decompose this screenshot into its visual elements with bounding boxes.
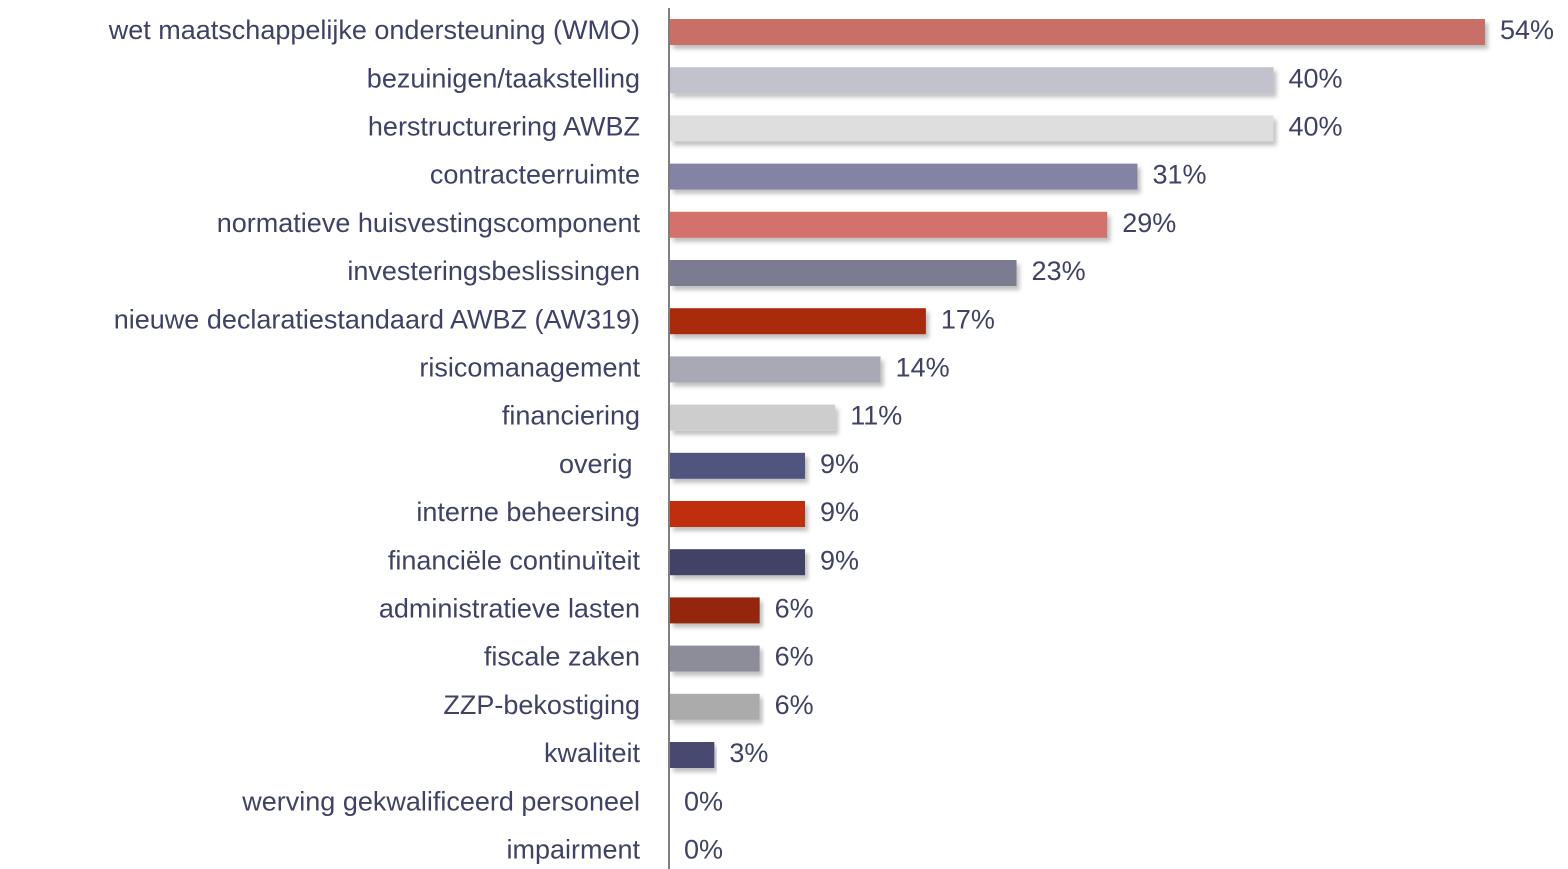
value-label: 9%	[820, 449, 859, 479]
category-label: werving gekwalificeerd personeel	[241, 786, 640, 816]
bar	[670, 115, 1274, 142]
value-label: 6%	[775, 642, 814, 672]
category-label: financiering	[502, 401, 640, 431]
value-label: 6%	[775, 690, 814, 720]
category-label: herstructurering AWBZ	[368, 112, 640, 142]
category-label: risicomanagement	[419, 353, 640, 383]
bar	[670, 597, 760, 624]
category-label: contracteerruimte	[430, 160, 640, 190]
bar	[670, 452, 805, 479]
category-label: kwaliteit	[544, 738, 641, 768]
bar	[670, 163, 1138, 190]
category-label: bezuinigen/taakstelling	[367, 63, 640, 93]
category-label: wet maatschappelijke ondersteuning (WMO)	[108, 15, 640, 45]
value-label: 3%	[729, 738, 768, 768]
category-label: nieuwe declaratiestandaard AWBZ (AW319)	[114, 304, 640, 334]
value-label: 29%	[1122, 208, 1176, 238]
bar	[670, 260, 1017, 286]
value-label: 6%	[775, 594, 814, 624]
category-label: ZZP-bekostiging	[443, 690, 640, 720]
bar	[670, 308, 926, 335]
value-label: 11%	[850, 401, 902, 431]
bar	[670, 549, 805, 576]
bar	[670, 356, 881, 383]
value-label: 40%	[1288, 63, 1342, 93]
value-label: 0%	[684, 786, 723, 816]
value-label: 54%	[1500, 15, 1554, 45]
bar	[670, 211, 1108, 238]
category-label: interne beheersing	[416, 497, 640, 527]
bar	[670, 693, 760, 720]
value-label: 0%	[684, 835, 723, 865]
category-label: normatieve huisvestingscomponent	[217, 208, 641, 238]
value-label: 9%	[820, 545, 859, 575]
category-label: financiële continuïteit	[388, 545, 641, 575]
value-label: 17%	[941, 304, 995, 334]
bar	[670, 404, 836, 431]
value-label: 31%	[1152, 160, 1206, 190]
value-label: 23%	[1032, 256, 1086, 286]
category-label: administratieve lasten	[379, 594, 640, 624]
bar	[670, 67, 1274, 94]
category-label: investeringsbeslissingen	[347, 256, 640, 286]
category-label: impairment	[506, 835, 640, 865]
bar	[670, 501, 805, 527]
value-label: 14%	[896, 353, 950, 383]
category-label: fiscale zaken	[484, 642, 640, 672]
bar	[670, 645, 760, 672]
category-label: overig	[559, 449, 640, 479]
value-label: 9%	[820, 497, 859, 527]
bar	[670, 19, 1485, 45]
value-label: 40%	[1288, 112, 1342, 142]
bar	[670, 742, 715, 768]
